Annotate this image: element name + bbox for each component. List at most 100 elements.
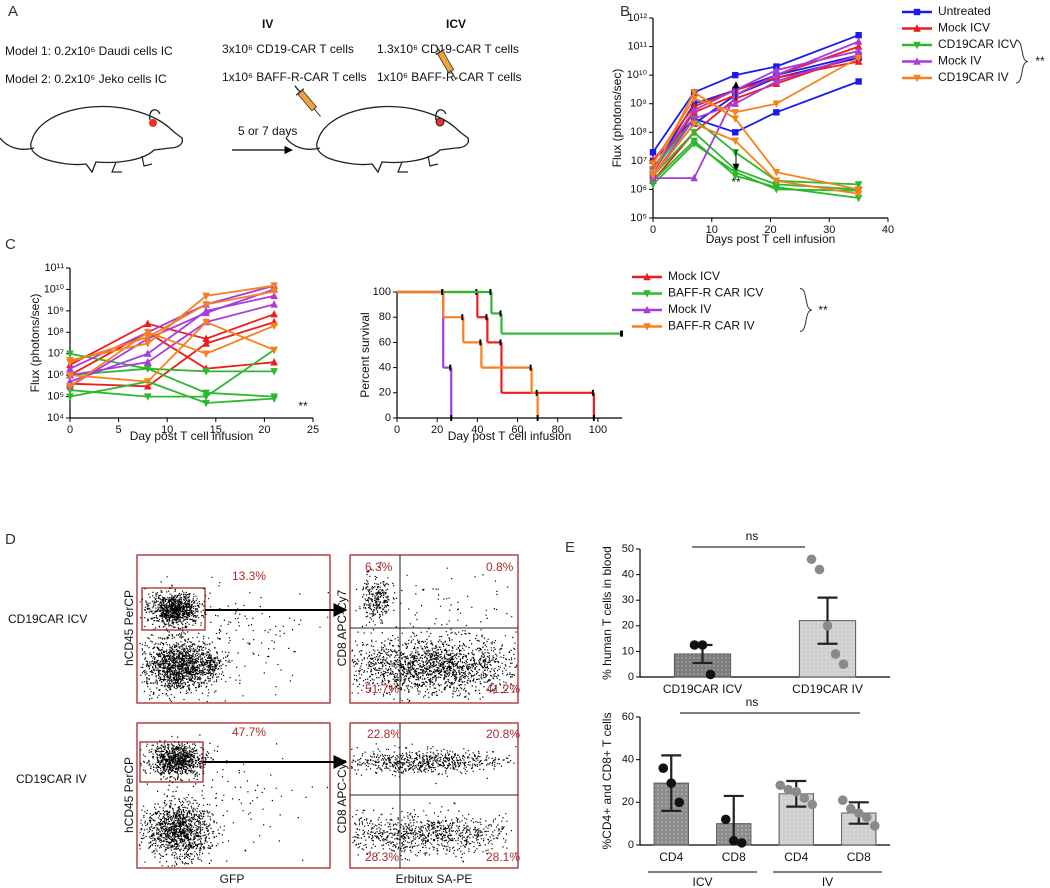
model-text: Model 2: 0.2x10⁶ Jeko cells IC — [5, 72, 167, 86]
point — [643, 290, 651, 298]
point — [913, 57, 921, 65]
point — [772, 65, 781, 74]
x-tick-label: 20 — [764, 224, 776, 236]
point — [143, 365, 152, 373]
dose-text: 1x10⁶ BAFF-R-CAR T cells — [377, 70, 522, 84]
point — [913, 8, 921, 16]
point — [66, 393, 74, 401]
group-label: IV — [822, 875, 833, 888]
bar-texture — [674, 653, 731, 677]
data-point — [861, 812, 872, 823]
annotation: ** — [1035, 54, 1045, 68]
tumor-site — [435, 117, 445, 127]
point — [270, 309, 278, 318]
point — [270, 300, 278, 308]
syringe — [290, 81, 326, 121]
point — [690, 120, 698, 128]
quadrant-percent: 28.1% — [486, 850, 520, 864]
point — [732, 71, 739, 79]
x-tick-label: CD19CAR IV — [792, 682, 863, 696]
point — [854, 54, 863, 63]
point — [643, 305, 651, 314]
flow-axis-label: GFP — [220, 872, 245, 886]
point — [731, 137, 740, 146]
x-axis-label: Days post T cell infusion — [706, 232, 836, 246]
dose-text: 1x10⁶ BAFF-R-CAR T cells — [222, 70, 367, 84]
event-cloud — [351, 743, 517, 785]
quadrant-percent: 0.8% — [486, 560, 514, 574]
point — [854, 37, 863, 45]
sample-label: CD19CAR ICV — [8, 612, 87, 626]
y-tick-label: 10⁸ — [47, 326, 64, 338]
point — [855, 78, 862, 85]
point — [202, 292, 210, 301]
event-cloud — [379, 567, 513, 634]
point — [773, 109, 780, 116]
x-tick-label: 15 — [210, 424, 222, 436]
annotation: ns — [746, 529, 759, 543]
point — [202, 301, 210, 309]
series-line — [69, 367, 275, 376]
flow-axis-label: hCD45 PerCP — [122, 757, 136, 833]
point — [854, 46, 863, 55]
x-tick-label: 100 — [589, 424, 607, 436]
plot-frame — [136, 554, 331, 704]
point — [731, 109, 740, 117]
quadrant-percent: 51.7% — [365, 682, 399, 696]
y-tick-label: 10¹¹ — [44, 262, 64, 274]
y-tick-label: 50 — [622, 543, 634, 555]
y-tick-label: 0 — [628, 671, 634, 683]
event-cloud — [144, 734, 329, 865]
point — [731, 99, 740, 107]
point — [143, 358, 152, 366]
data-point — [783, 784, 794, 795]
y-axis-label: %CD4+ and CD8+ T cells — [600, 713, 614, 850]
model-text: Model 1: 0.2x10⁶ Daudi cells IC — [5, 44, 173, 58]
point — [202, 339, 210, 347]
y-tick-label: 0 — [385, 412, 391, 424]
data-point — [799, 793, 810, 803]
x-tick-label: 10 — [161, 424, 173, 436]
x-tick-label: CD19CAR ICV — [663, 682, 742, 696]
group-label: ICV — [692, 875, 712, 888]
point — [66, 377, 74, 385]
y-tick-label: 10¹⁰ — [627, 69, 648, 81]
event-cloud — [351, 618, 518, 703]
data-point — [853, 808, 864, 818]
flow-axis-label: CD8 APC-Cy7 — [335, 756, 349, 833]
point — [690, 129, 698, 137]
data-point — [814, 564, 825, 575]
y-tick-label: 10⁴ — [47, 412, 64, 424]
gate-percent: 13.3% — [232, 569, 266, 583]
point — [66, 350, 74, 358]
sample-label: CD19CAR IV — [16, 772, 87, 786]
series-line — [69, 324, 275, 388]
series-line — [69, 288, 275, 388]
x-tick-label: CD4 — [659, 850, 683, 864]
route-title: ICV — [446, 17, 466, 31]
point — [270, 395, 278, 403]
data-point — [736, 838, 747, 848]
panel-label: E — [565, 539, 575, 556]
series-line — [69, 321, 275, 383]
x-tick-label: 20 — [431, 424, 443, 436]
x-tick-label: CD8 — [847, 850, 871, 864]
point — [202, 389, 210, 397]
y-tick-label: 80 — [379, 311, 391, 323]
point — [690, 105, 698, 114]
point — [270, 368, 278, 376]
y-tick-label: 10⁶ — [630, 183, 647, 195]
point — [772, 169, 781, 177]
point — [143, 340, 152, 348]
x-tick-label: 5 — [116, 424, 122, 436]
x-axis-label: Day post T cell infusion — [448, 429, 572, 443]
x-axis-label: Day post T cell infusion — [130, 429, 254, 443]
data-point — [830, 649, 841, 659]
point — [690, 95, 698, 103]
data-point — [658, 763, 669, 773]
plot-frame — [349, 554, 519, 704]
dose-text: 3x10⁶ CD19-CAR T cells — [222, 42, 354, 56]
annotation: ns — [746, 695, 759, 709]
data-point — [838, 659, 849, 669]
point — [143, 378, 152, 386]
